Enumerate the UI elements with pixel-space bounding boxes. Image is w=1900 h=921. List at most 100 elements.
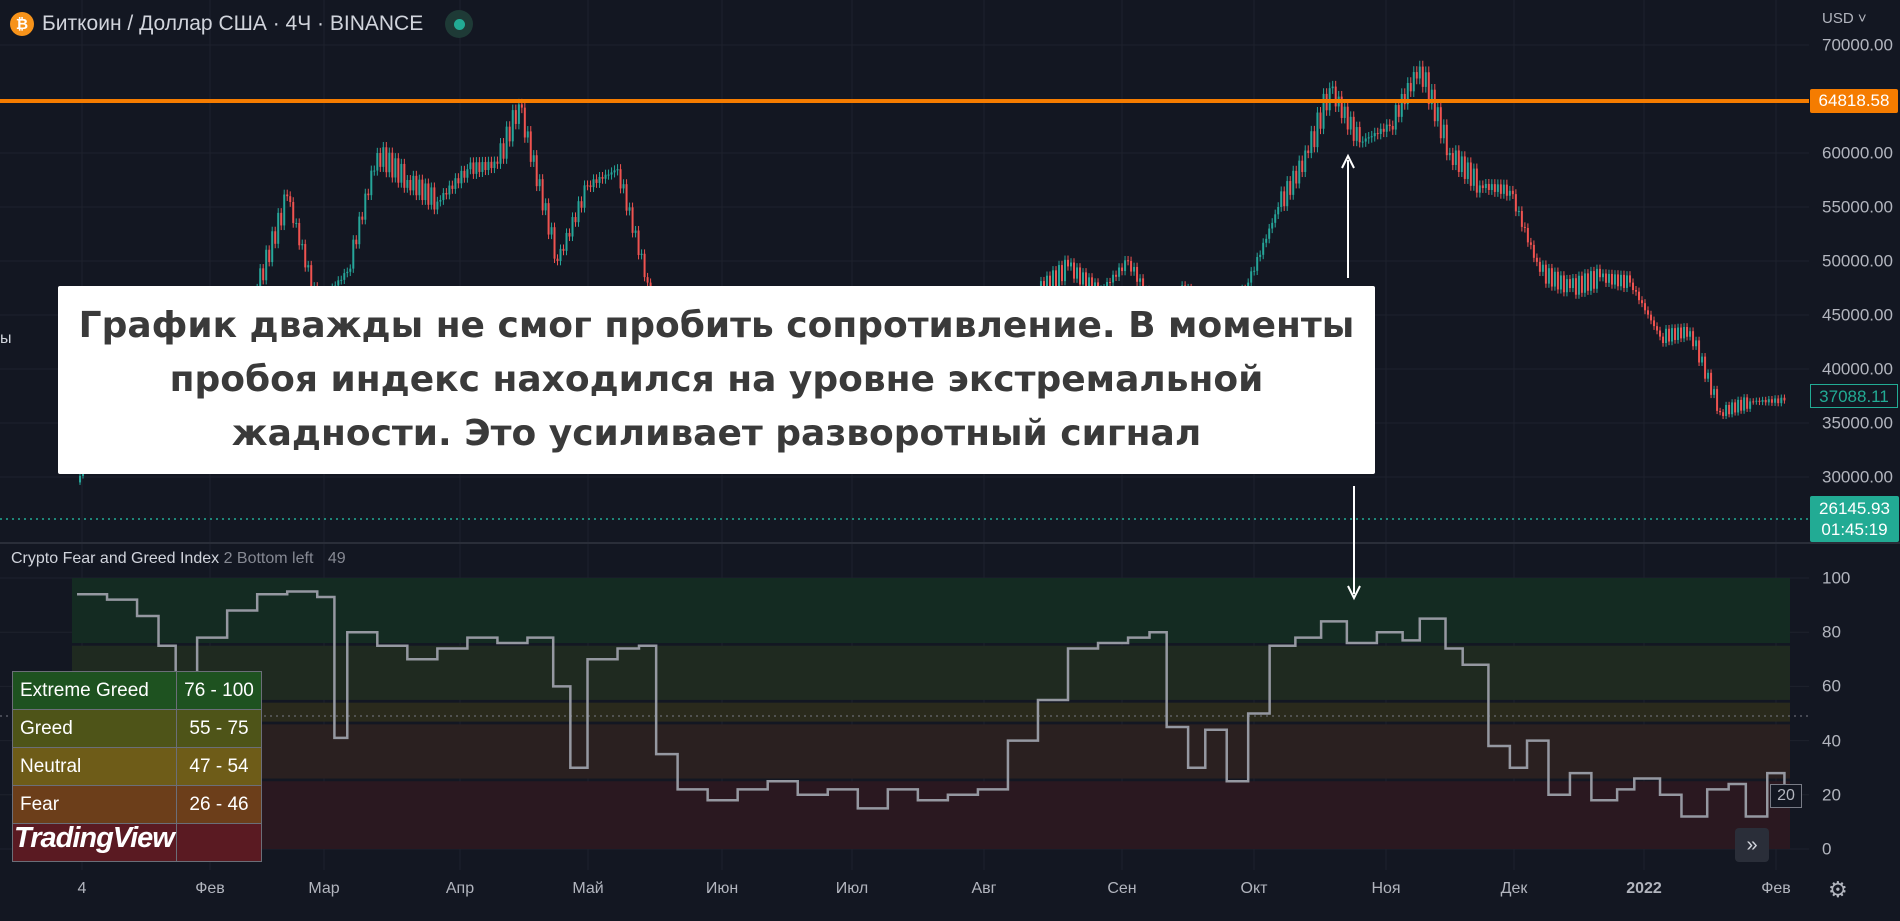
candle — [1595, 268, 1598, 289]
candle — [1680, 327, 1683, 339]
candle — [1385, 124, 1388, 132]
candle — [1556, 271, 1559, 290]
time-tick: Фев — [1761, 880, 1791, 897]
candle — [445, 192, 448, 195]
candle — [496, 161, 499, 164]
candle — [1523, 226, 1526, 228]
legend-row-extreme-greed: Extreme Greed 76 - 100 — [13, 672, 261, 710]
candle — [1316, 112, 1319, 148]
candle — [1379, 128, 1382, 135]
candle — [529, 131, 532, 162]
candle — [1406, 82, 1409, 105]
candle — [1430, 89, 1433, 105]
candle — [1777, 398, 1780, 404]
time-tick: Апр — [445, 880, 475, 897]
candle — [301, 244, 304, 246]
candle — [1412, 72, 1415, 92]
candle — [1659, 330, 1662, 337]
time-tick: Сен — [1107, 880, 1137, 897]
scroll-to-realtime-button[interactable]: » — [1735, 828, 1769, 862]
candle — [559, 248, 562, 261]
candle — [421, 179, 424, 201]
candle — [1057, 265, 1060, 287]
candle — [1571, 278, 1574, 288]
candle — [1445, 124, 1448, 156]
indicator-legend[interactable]: Crypto Fear and Greed Index 2 Bottom lef… — [11, 550, 346, 568]
candle — [481, 162, 484, 172]
candle — [271, 231, 274, 263]
candle — [1637, 291, 1640, 301]
candle — [1079, 267, 1082, 285]
candle — [1656, 326, 1659, 331]
candle — [1481, 185, 1484, 189]
candle — [382, 147, 385, 167]
candle — [1118, 267, 1121, 277]
candle — [1112, 274, 1115, 283]
candle — [589, 185, 592, 188]
tradingview-logo[interactable]: TradingView — [14, 822, 175, 854]
candle — [1265, 238, 1268, 243]
candle — [283, 194, 286, 226]
candle — [1761, 399, 1764, 402]
candle — [592, 179, 595, 188]
candle — [259, 268, 262, 288]
candle — [1583, 273, 1586, 293]
candle — [1421, 66, 1424, 87]
candle — [349, 268, 352, 272]
candle — [1457, 150, 1460, 172]
candle — [595, 179, 598, 183]
candle — [1427, 72, 1430, 105]
candle — [1610, 273, 1613, 285]
candle — [265, 249, 268, 281]
price-tick: 55000.00 — [1822, 197, 1893, 217]
candle — [484, 162, 487, 171]
candle — [292, 202, 295, 224]
candle — [1376, 133, 1379, 135]
candle — [1274, 214, 1277, 223]
candle — [409, 180, 412, 191]
candle — [1689, 331, 1692, 337]
currency-selector[interactable]: USD ˅ — [1822, 10, 1867, 27]
candle — [1499, 184, 1502, 194]
candle — [1698, 340, 1701, 363]
candle — [1783, 397, 1786, 401]
fear-greed-line — [77, 590, 1790, 818]
candle — [1466, 162, 1469, 179]
candle — [556, 258, 559, 261]
candle — [1448, 153, 1451, 156]
candle — [376, 153, 379, 171]
candle — [1577, 275, 1580, 295]
candle — [1740, 399, 1743, 411]
candle — [1298, 160, 1301, 184]
candle — [1625, 275, 1628, 288]
candle — [1082, 272, 1085, 285]
candle — [478, 162, 481, 172]
candle — [1671, 328, 1674, 342]
candle — [1722, 412, 1725, 416]
candle — [1749, 401, 1752, 409]
candle — [1535, 257, 1538, 262]
candle — [1580, 275, 1583, 293]
candle — [1764, 399, 1767, 403]
candle — [532, 155, 535, 162]
annotation-callout[interactable]: График дважды не смог пробить сопротивле… — [58, 286, 1375, 474]
candle — [463, 170, 466, 178]
candle — [562, 248, 565, 251]
candle — [1394, 105, 1397, 130]
time-tick: Окт — [1240, 880, 1268, 897]
settings-gear-icon[interactable]: ⚙ — [1828, 877, 1848, 902]
candle — [1415, 72, 1418, 79]
symbol-header[interactable]: ₿ Биткоин / Доллар США · 4Ч · BINANCE — [10, 10, 474, 38]
candle — [1277, 207, 1280, 215]
candle — [454, 178, 457, 189]
candle — [1054, 270, 1057, 287]
candle — [1692, 331, 1695, 347]
candle — [550, 227, 553, 235]
time-tick: 2022 — [1626, 880, 1662, 897]
candle — [385, 147, 388, 173]
candle — [574, 217, 577, 223]
candle — [571, 217, 574, 237]
candle — [1373, 133, 1376, 137]
candle — [1695, 340, 1698, 347]
